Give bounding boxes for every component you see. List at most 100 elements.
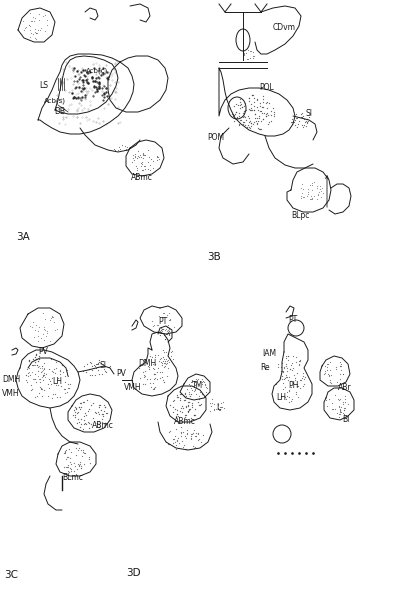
Point [52, 325, 58, 334]
Point [82, 449, 88, 458]
Point [32, 393, 38, 402]
Point [318, 187, 324, 196]
Point [270, 107, 277, 116]
Point [183, 425, 190, 434]
Point [158, 327, 164, 336]
Point [91, 360, 98, 370]
Point [167, 426, 173, 436]
Point [300, 120, 307, 130]
Point [246, 94, 252, 103]
Point [46, 374, 52, 383]
Point [187, 381, 193, 391]
Point [165, 327, 171, 337]
Point [92, 407, 98, 417]
Point [36, 15, 42, 24]
Point [202, 383, 209, 392]
Point [134, 165, 140, 175]
Point [300, 193, 307, 202]
Point [292, 352, 299, 361]
Point [338, 365, 344, 374]
Point [78, 445, 84, 455]
Point [130, 156, 137, 165]
Point [71, 402, 78, 412]
Point [157, 368, 164, 377]
Point [85, 405, 92, 414]
Point [96, 358, 102, 367]
Point [326, 394, 332, 403]
Point [49, 367, 55, 376]
Point [298, 109, 304, 119]
Point [335, 394, 341, 403]
Point [170, 322, 177, 331]
Point [167, 401, 173, 410]
Point [38, 333, 44, 343]
Point [140, 368, 146, 377]
Point [240, 112, 247, 122]
Point [151, 320, 157, 330]
Point [41, 364, 48, 373]
Point [94, 358, 101, 368]
Point [197, 399, 204, 408]
Point [154, 152, 161, 162]
Point [23, 370, 29, 380]
Point [39, 364, 46, 373]
Point [197, 437, 204, 446]
Point [81, 361, 87, 371]
Point [283, 371, 289, 380]
Text: TM: TM [192, 381, 203, 390]
Point [75, 445, 81, 455]
Point [174, 436, 181, 445]
Point [289, 117, 295, 126]
Point [40, 365, 46, 374]
Point [151, 384, 157, 394]
Point [35, 322, 42, 331]
Point [332, 362, 339, 372]
Point [184, 430, 190, 439]
Point [66, 379, 73, 389]
Point [139, 157, 145, 166]
Point [288, 396, 295, 405]
Point [257, 98, 264, 108]
Point [142, 371, 149, 381]
Point [286, 386, 292, 395]
Point [260, 97, 266, 107]
Point [246, 117, 252, 127]
Point [99, 417, 106, 427]
Point [186, 397, 192, 406]
Point [198, 374, 205, 384]
Point [283, 361, 290, 370]
Point [144, 374, 150, 383]
Point [179, 401, 185, 411]
Point [178, 390, 185, 399]
Point [247, 46, 253, 56]
Point [68, 466, 75, 476]
Point [231, 101, 237, 111]
Point [145, 145, 152, 155]
Point [150, 364, 156, 373]
Point [296, 360, 302, 370]
Point [299, 111, 306, 121]
Point [83, 411, 89, 420]
Point [251, 98, 258, 107]
Point [87, 458, 93, 468]
Point [111, 145, 118, 154]
Point [25, 368, 31, 378]
Point [156, 154, 162, 163]
Point [32, 24, 38, 33]
Point [297, 375, 303, 384]
Point [30, 13, 37, 22]
Point [134, 151, 141, 161]
Point [251, 113, 258, 123]
Point [156, 311, 163, 321]
Point [163, 355, 169, 364]
Point [50, 312, 56, 322]
Point [175, 392, 182, 402]
Point [299, 108, 305, 117]
Point [141, 150, 147, 159]
Point [189, 375, 195, 385]
Point [39, 12, 46, 21]
Point [168, 351, 174, 361]
Point [283, 352, 290, 361]
Point [161, 378, 167, 387]
Point [300, 371, 306, 380]
